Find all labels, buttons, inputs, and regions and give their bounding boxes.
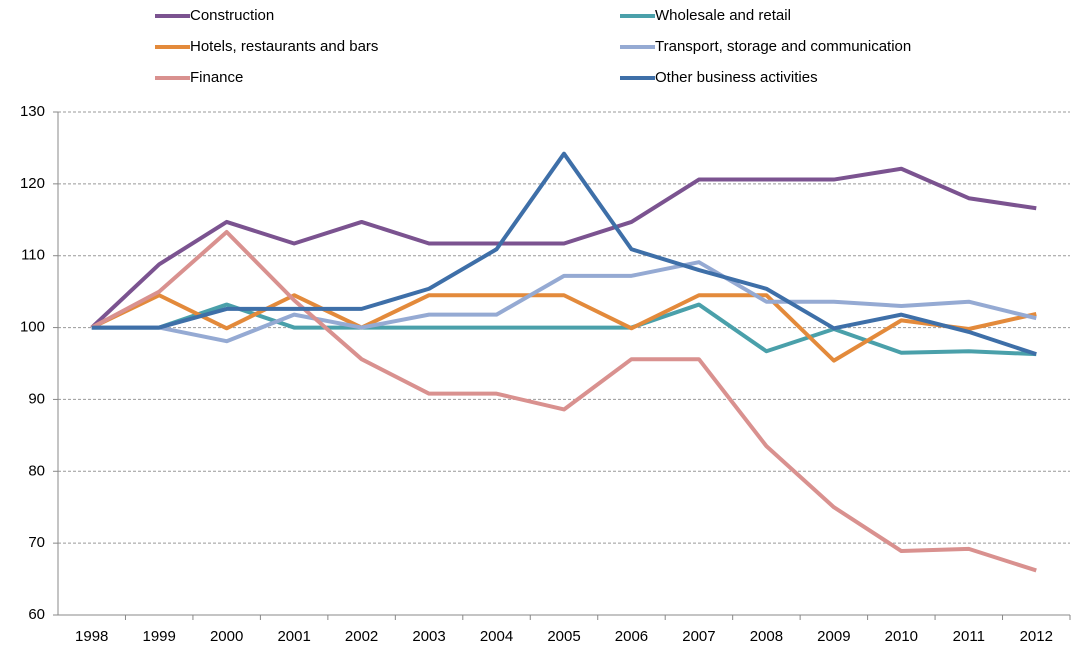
x-tick-label: 2006 <box>615 628 648 645</box>
y-tick-label: 130 <box>20 103 45 120</box>
series-line <box>91 302 1037 357</box>
x-tick-label: 2009 <box>817 628 850 645</box>
x-tick-label: 1998 <box>75 628 108 645</box>
series-line <box>90 230 1037 573</box>
legend-label: Wholesale and retail <box>655 7 791 24</box>
x-tick-label: 1999 <box>143 628 176 645</box>
y-tick-label: 100 <box>20 319 45 336</box>
x-tick-label: 2004 <box>480 628 513 645</box>
y-tick-label: 70 <box>28 534 45 551</box>
x-tick-label: 2005 <box>547 628 580 645</box>
legend-label: Transport, storage and communication <box>655 38 911 55</box>
series-line <box>91 151 1037 357</box>
x-tick-label: 2008 <box>750 628 783 645</box>
series-line <box>90 293 1037 363</box>
legend-label: Hotels, restaurants and bars <box>190 38 378 55</box>
y-tick-label: 80 <box>28 462 45 479</box>
x-tick-label: 2002 <box>345 628 378 645</box>
x-tick-label: 2012 <box>1020 628 1053 645</box>
y-tick-label: 120 <box>20 175 45 192</box>
x-tick-label: 2003 <box>412 628 445 645</box>
x-tick-label: 2010 <box>885 628 918 645</box>
legend-label: Other business activities <box>655 69 818 86</box>
series-line <box>90 166 1037 330</box>
x-tick-label: 2000 <box>210 628 243 645</box>
legend-label: Finance <box>190 69 243 86</box>
y-tick-label: 110 <box>21 247 45 264</box>
x-tick-label: 2001 <box>277 628 310 645</box>
x-tick-label: 2011 <box>953 628 985 645</box>
x-tick-label: 2007 <box>682 628 715 645</box>
y-tick-label: 90 <box>28 390 45 407</box>
y-tick-label: 60 <box>28 606 45 623</box>
series-line <box>91 260 1037 344</box>
legend-label: Construction <box>190 7 274 24</box>
